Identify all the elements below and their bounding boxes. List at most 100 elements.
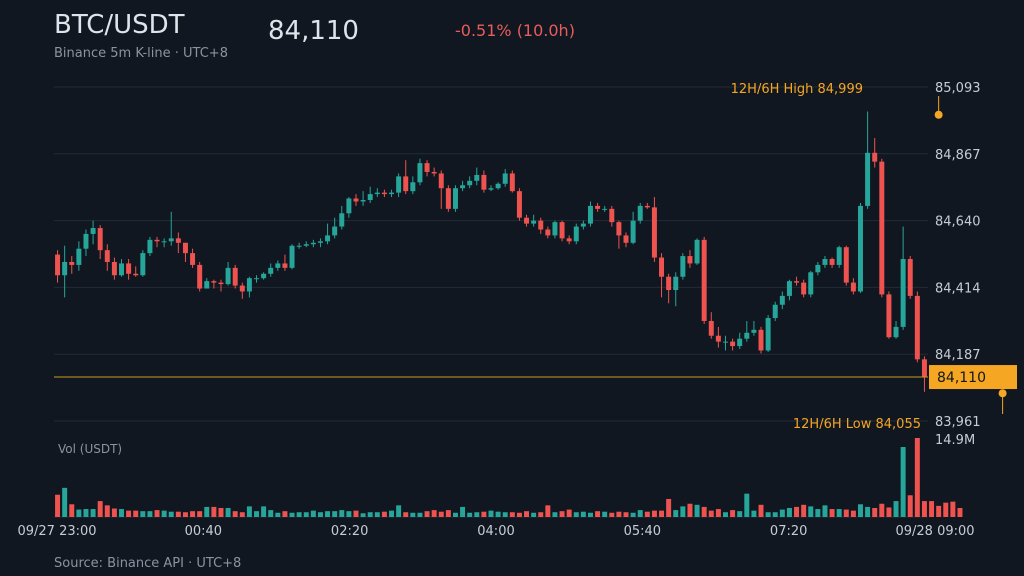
volume-bar [247, 506, 252, 517]
volume-bar [346, 511, 351, 517]
volume-bar [197, 511, 202, 517]
candle-body [787, 281, 792, 296]
volume-bar [673, 510, 678, 517]
candle-body [410, 182, 415, 191]
volume-bar [581, 512, 586, 517]
volume-bar [474, 512, 479, 517]
volume-bar [702, 507, 707, 517]
candle-body [474, 175, 479, 181]
candle-body [98, 228, 103, 250]
candle-body [311, 243, 316, 244]
volume-bar [176, 512, 181, 517]
volume-bar [332, 511, 337, 517]
candle-body [91, 228, 96, 234]
time-tick-label: 09/27 23:00 [17, 524, 96, 539]
volume-bar [723, 512, 728, 517]
candle-body [922, 359, 927, 377]
volume-bar [481, 512, 486, 517]
volume-bar [687, 504, 692, 517]
price-tick-label: 84,867 [935, 148, 981, 163]
price-tick-label: 84,414 [935, 281, 981, 296]
candle-body [275, 263, 280, 267]
candle-body [759, 330, 764, 351]
volume-bar [453, 513, 458, 517]
price-tick-label: 83,961 [935, 415, 981, 430]
last-price-tag-text: 84,110 [937, 370, 986, 386]
volume-bar [922, 501, 927, 517]
candle-body [453, 188, 458, 209]
volume-bar [844, 510, 849, 517]
candle-body [616, 222, 621, 235]
volume-bar [695, 505, 700, 517]
volume-bar [545, 505, 550, 517]
candle-body [766, 318, 771, 350]
volume-bar [325, 511, 330, 517]
candle-body [837, 247, 842, 265]
candle-body [446, 188, 451, 209]
volume-bar [766, 512, 771, 517]
candle-body [815, 265, 820, 272]
volume-bar [538, 512, 543, 517]
volume-bar [638, 510, 643, 517]
candle-body [659, 258, 664, 277]
volume-bar [574, 512, 579, 517]
volume-bar [290, 513, 295, 517]
volume-bar [652, 511, 657, 517]
candle-body [538, 221, 543, 230]
candle-body [226, 268, 231, 284]
candle-body [396, 176, 401, 192]
candle-body [432, 172, 437, 173]
candle-body [76, 249, 81, 265]
volume-bar [744, 494, 749, 517]
volume-bar [624, 512, 629, 517]
volume-bar [403, 512, 408, 517]
volume-bar [382, 512, 387, 517]
candle-body [801, 283, 806, 295]
volume-bar [659, 511, 664, 517]
volume-bar [851, 511, 856, 517]
candle-body [69, 262, 74, 265]
volume-bar [496, 512, 501, 517]
candle-body [325, 235, 330, 241]
candle-body [425, 163, 430, 172]
volume-bar [730, 510, 735, 517]
volume-bar [560, 511, 565, 517]
candle-body [524, 218, 529, 224]
candle-body [858, 206, 863, 292]
volume-bar [759, 505, 764, 517]
candle-body [680, 256, 685, 277]
candle-body [375, 193, 380, 194]
candle-body [368, 194, 373, 200]
volume-bar [254, 511, 259, 517]
candle-body [240, 286, 245, 292]
candle-body [119, 263, 124, 275]
volume-bar [204, 507, 209, 517]
volume-bar [716, 509, 721, 517]
candle-body [467, 181, 472, 185]
candle-body [673, 277, 678, 290]
volume-bar [858, 504, 863, 517]
candle-body [147, 240, 152, 253]
volume-bar [773, 512, 778, 517]
volume-bar [510, 512, 515, 517]
volume-bar [872, 508, 877, 517]
volume-bar [261, 506, 266, 517]
candle-body [730, 342, 735, 346]
volume-bar [133, 511, 138, 517]
volume-bar [780, 510, 785, 517]
volume-bar [489, 511, 494, 517]
price-tick-label: 85,093 [935, 81, 981, 96]
candle-body [581, 224, 586, 227]
candle-body [211, 281, 216, 282]
volume-bar [268, 510, 273, 517]
volume-bar [517, 513, 522, 517]
volume-bar [524, 511, 529, 517]
candle-body [126, 263, 131, 273]
candle-body [510, 173, 515, 191]
candle-body [233, 268, 238, 286]
price-tick-label: 84,187 [935, 348, 981, 363]
candle-body [723, 342, 728, 343]
volume-bar [354, 511, 359, 517]
candle-body [602, 209, 607, 210]
